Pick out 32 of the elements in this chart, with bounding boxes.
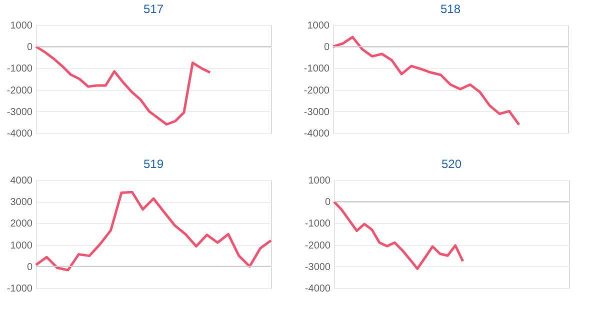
y-tick-label: -1000 [6,284,33,294]
y-tick-label: -3000 [304,262,331,273]
y-tick-label: 0 [26,262,33,273]
y-tick-label: -4000 [6,128,33,140]
line-series [332,36,520,126]
y-tick-label: 4000 [10,176,33,186]
chart-title: 519 [143,157,164,171]
chart-title: 518 [440,2,461,16]
y-tick-label: -4000 [304,128,330,140]
y-tick-label: -2000 [304,240,331,252]
chart-title: 520 [441,157,462,171]
y-tick-label: -4000 [304,284,331,294]
y-tick-label: -3000 [304,106,330,118]
y-tick-label: 0 [324,197,331,208]
y-tick-label: -1000 [304,218,331,230]
y-tick-label: -2000 [6,85,33,96]
line-series [34,190,272,272]
y-tick-label: 1000 [10,240,33,252]
y-tick-label: -1000 [304,64,330,75]
y-tick-label: -3000 [6,106,33,118]
line-series [332,200,464,270]
y-tick-label: 0 [324,42,330,54]
chart-title: 517 [143,2,164,16]
y-tick-label: 0 [26,42,33,54]
y-tick-label: -2000 [304,85,330,96]
y-tick-label: 1000 [10,20,33,32]
y-tick-label: 3000 [10,197,33,208]
y-tick-label: -1000 [6,64,33,75]
y-tick-label: 2000 [10,218,33,230]
y-tick-label: 1000 [308,176,331,186]
y-tick-label: 1000 [307,20,330,32]
line-series [34,45,212,126]
